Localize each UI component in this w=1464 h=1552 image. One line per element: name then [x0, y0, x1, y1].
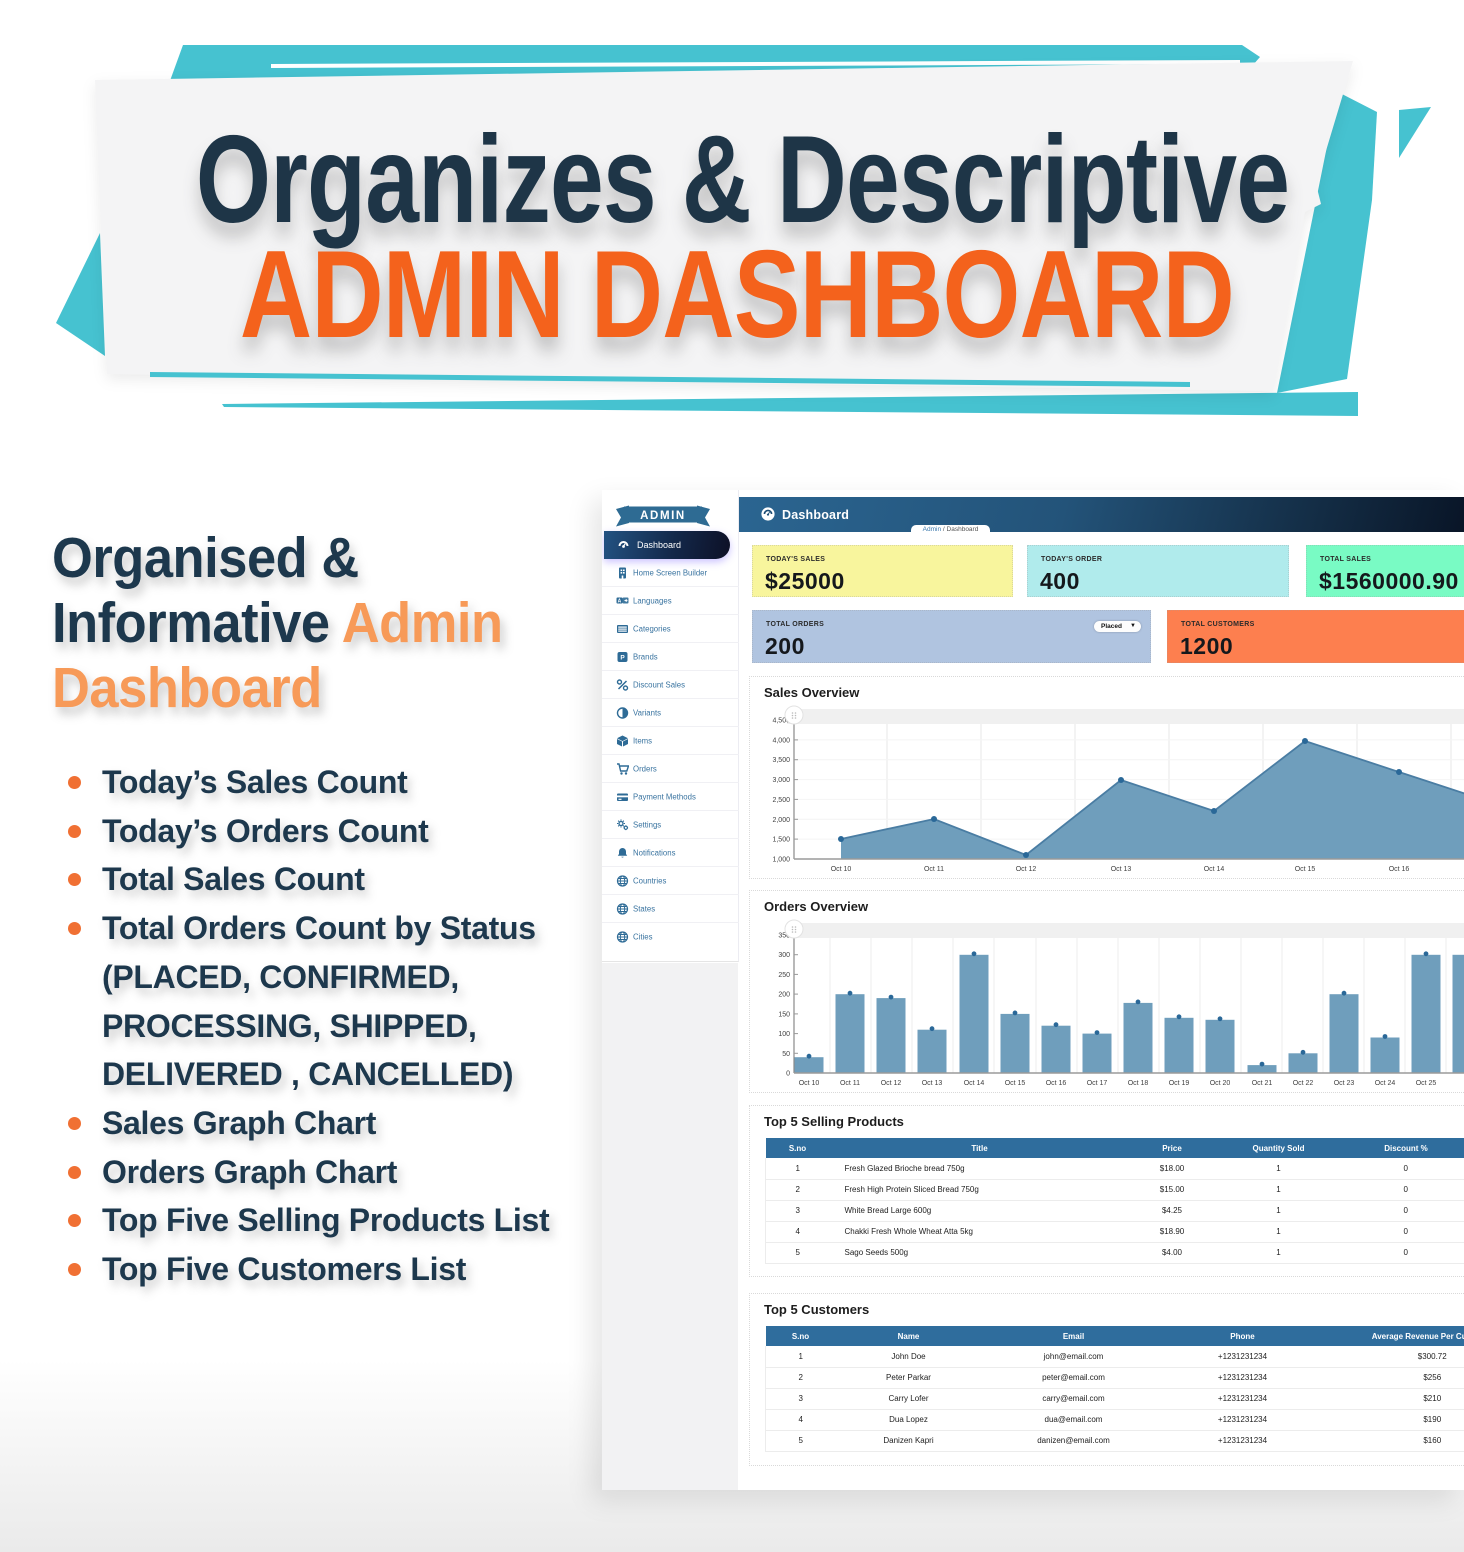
svg-text:300: 300	[778, 952, 790, 959]
svg-text:Oct 23: Oct 23	[1334, 1080, 1355, 1087]
svg-text:200: 200	[778, 992, 790, 999]
svg-text:Oct 12: Oct 12	[881, 1080, 902, 1087]
svg-text:3,000: 3,000	[772, 777, 790, 784]
svg-text:150: 150	[778, 1011, 790, 1018]
svg-text:Oct 12: Oct 12	[1016, 866, 1037, 873]
svg-text:Oct 24: Oct 24	[1375, 1080, 1396, 1087]
svg-text:Oct 17: Oct 17	[1087, 1080, 1108, 1087]
svg-text:Oct 18: Oct 18	[1128, 1080, 1149, 1087]
svg-text:Oct 14: Oct 14	[964, 1080, 985, 1087]
svg-text:Oct 11: Oct 11	[840, 1080, 860, 1087]
svg-text:Oct 19: Oct 19	[1169, 1080, 1190, 1087]
svg-text:50: 50	[782, 1051, 790, 1058]
svg-text:Oct 22: Oct 22	[1293, 1080, 1314, 1087]
svg-text:1,000: 1,000	[772, 857, 790, 864]
svg-text:A: A	[618, 598, 622, 604]
svg-text:Oct 20: Oct 20	[1210, 1080, 1231, 1087]
svg-text:Oct 16: Oct 16	[1046, 1080, 1067, 1087]
svg-text:2,000: 2,000	[772, 817, 790, 824]
svg-text:Oct 10: Oct 10	[799, 1080, 820, 1087]
svg-text:Oct 25: Oct 25	[1416, 1080, 1437, 1087]
svg-text:0: 0	[786, 1071, 790, 1078]
svg-text:4,000: 4,000	[772, 737, 790, 744]
svg-text:250: 250	[778, 972, 790, 979]
svg-text:Oct 21: Oct 21	[1252, 1080, 1273, 1087]
svg-text:2,500: 2,500	[772, 797, 790, 804]
svg-text:Oct 16: Oct 16	[1389, 866, 1410, 873]
svg-text:P: P	[620, 654, 625, 661]
svg-text:4,500: 4,500	[772, 718, 790, 725]
svg-text:100: 100	[778, 1031, 790, 1038]
svg-text:ADMIN: ADMIN	[640, 510, 686, 522]
svg-text:Oct 15: Oct 15	[1005, 1080, 1026, 1087]
svg-text:3,500: 3,500	[772, 757, 790, 764]
svg-text:Oct 14: Oct 14	[1204, 866, 1225, 873]
svg-text:350: 350	[778, 933, 790, 940]
svg-text:Oct 11: Oct 11	[924, 866, 944, 873]
svg-text:Oct 13: Oct 13	[1111, 866, 1132, 873]
svg-text:Oct 15: Oct 15	[1295, 866, 1316, 873]
svg-text:1,500: 1,500	[772, 837, 790, 844]
svg-text:Oct 13: Oct 13	[922, 1080, 943, 1087]
svg-text:Oct 10: Oct 10	[831, 866, 852, 873]
